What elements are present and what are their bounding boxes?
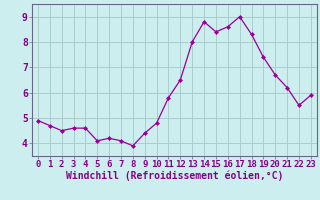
X-axis label: Windchill (Refroidissement éolien,°C): Windchill (Refroidissement éolien,°C) bbox=[66, 171, 283, 181]
